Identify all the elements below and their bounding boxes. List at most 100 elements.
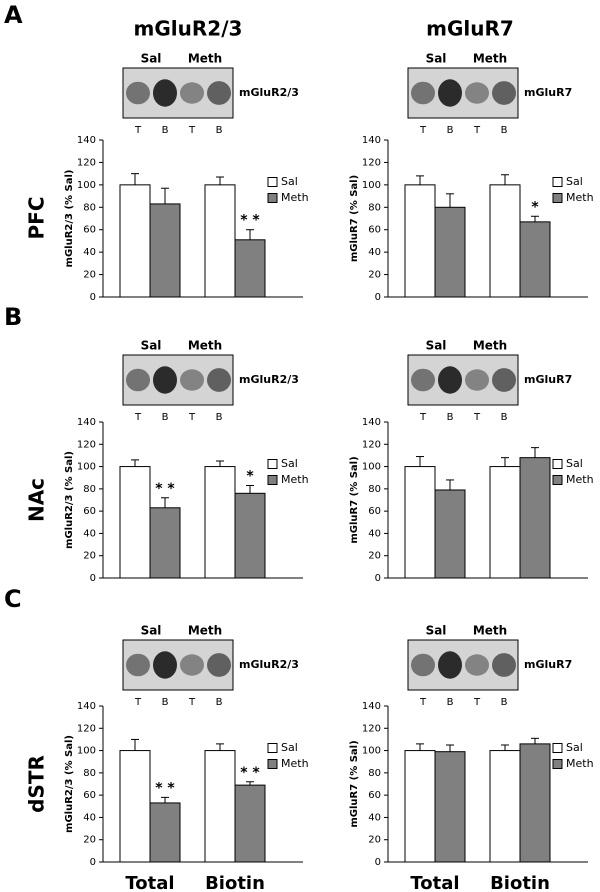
lane-label: B	[162, 412, 169, 423]
lane-label: T	[134, 125, 142, 136]
y-tick-label: 60	[368, 506, 381, 517]
y-tick-label: 140	[77, 135, 96, 146]
blot-band	[492, 81, 516, 105]
y-axis-label: mGluR2/3 (% Sal)	[64, 170, 75, 268]
y-tick-label: 20	[83, 270, 96, 281]
blot-group-label: Meth	[473, 339, 507, 353]
blot-band	[492, 653, 516, 677]
blot-band	[126, 81, 150, 105]
bar	[404, 466, 436, 579]
lane-label: B	[501, 412, 508, 423]
significance: *	[531, 199, 539, 215]
blot-band	[438, 651, 462, 679]
significance: * *	[155, 780, 175, 796]
y-tick-label: 20	[83, 835, 96, 846]
legend-label: Meth	[566, 473, 594, 486]
y-axis-label: mGluR7 (% Sal)	[349, 456, 360, 543]
column-title: mGluR7	[426, 17, 514, 41]
y-tick-label: 40	[368, 812, 381, 823]
y-tick-label: 60	[83, 790, 96, 801]
y-tick-label: 40	[83, 812, 96, 823]
bar	[149, 507, 181, 579]
y-tick-label: 120	[77, 723, 96, 734]
bar	[119, 184, 151, 298]
region-label: PFC	[25, 197, 49, 240]
y-axis-label: mGluR7 (% Sal)	[349, 740, 360, 827]
y-tick-label: 100	[77, 180, 96, 191]
lane-label: B	[447, 697, 454, 708]
legend-label: Meth	[281, 191, 309, 204]
legend-swatch	[267, 459, 278, 469]
lane-label: B	[216, 697, 223, 708]
bar	[489, 750, 521, 863]
blot-band	[153, 366, 177, 394]
bar	[519, 221, 551, 298]
bar	[234, 239, 266, 298]
bar	[489, 466, 521, 579]
bar	[519, 457, 551, 579]
blot-band	[153, 79, 177, 107]
blot-band	[465, 654, 489, 676]
y-tick-label: 100	[362, 180, 381, 191]
y-tick-label: 120	[362, 439, 381, 450]
legend-label: Meth	[281, 757, 309, 770]
x-tick-label: Biotin	[490, 873, 550, 892]
lane-label: T	[419, 125, 427, 136]
blot-band	[153, 651, 177, 679]
blot-band	[180, 654, 204, 676]
y-tick-label: 40	[368, 247, 381, 258]
y-tick-label: 80	[368, 202, 381, 213]
legend-swatch	[552, 193, 563, 203]
blot-band	[465, 369, 489, 391]
y-tick-label: 140	[77, 701, 96, 712]
y-tick-label: 20	[368, 270, 381, 281]
blot-band	[207, 368, 231, 392]
y-axis-label: mGluR2/3 (% Sal)	[64, 735, 75, 833]
y-tick-label: 0	[90, 857, 96, 868]
lane-label: T	[134, 697, 142, 708]
legend-swatch	[267, 193, 278, 203]
bar	[519, 743, 551, 863]
blot-band	[411, 81, 435, 105]
y-tick-label: 140	[362, 701, 381, 712]
blot-label: mGluR2/3	[239, 373, 299, 386]
significance: * *	[240, 213, 260, 229]
panel-label: B	[4, 303, 22, 331]
y-tick-label: 0	[90, 292, 96, 303]
bar	[204, 184, 236, 298]
y-tick-label: 120	[77, 439, 96, 450]
column-title: mGluR2/3	[134, 17, 243, 41]
panel-label: A	[4, 1, 23, 29]
lane-label: B	[162, 697, 169, 708]
y-tick-label: 80	[83, 768, 96, 779]
blot-band	[207, 653, 231, 677]
lane-label: B	[501, 125, 508, 136]
blot-label: mGluR7	[524, 658, 572, 671]
significance: * *	[155, 481, 175, 497]
lane-label: B	[447, 412, 454, 423]
legend-label: Sal	[281, 175, 298, 188]
blot-group-label: Sal	[426, 624, 447, 638]
blot-group-label: Meth	[473, 52, 507, 66]
bar	[404, 750, 436, 863]
lane-label: T	[188, 697, 196, 708]
blot-group-label: Meth	[473, 624, 507, 638]
y-tick-label: 100	[362, 746, 381, 757]
bar	[234, 784, 266, 863]
lane-label: B	[216, 125, 223, 136]
region-label: dSTR	[25, 755, 49, 813]
blot-group-label: Sal	[141, 339, 162, 353]
y-tick-label: 20	[368, 835, 381, 846]
bar	[119, 750, 151, 863]
blot-band	[180, 82, 204, 104]
blot-band	[411, 368, 435, 392]
y-tick-label: 40	[83, 247, 96, 258]
bar	[434, 751, 466, 863]
legend-label: Meth	[566, 191, 594, 204]
y-axis-label: mGluR2/3 (% Sal)	[64, 451, 75, 549]
bar	[404, 184, 436, 298]
blot-group-label: Sal	[426, 52, 447, 66]
blot-label: mGluR7	[524, 86, 572, 99]
y-tick-label: 100	[362, 462, 381, 473]
